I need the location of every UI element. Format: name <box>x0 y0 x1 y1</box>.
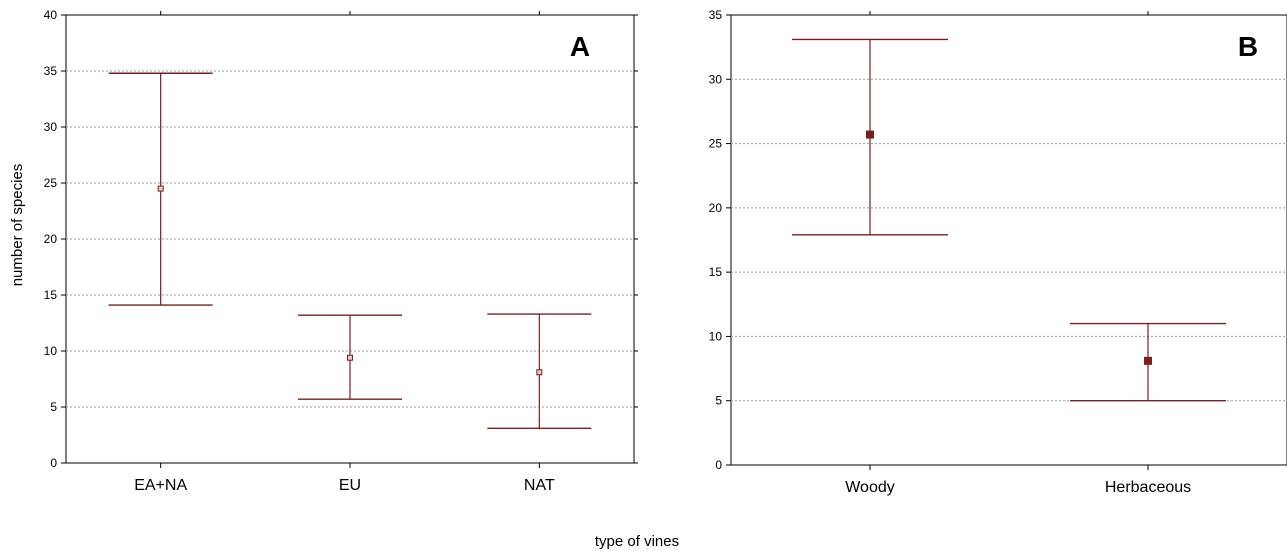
y-tick-label: 35 <box>44 64 58 78</box>
x-category-label: Woody <box>845 479 895 496</box>
y-tick-label: 25 <box>709 137 723 151</box>
y-tick-label: 30 <box>709 72 723 86</box>
y-tick-label: 20 <box>44 232 58 246</box>
y-tick-label: 0 <box>715 458 722 472</box>
panel-letter: A <box>570 31 590 62</box>
y-tick-label: 35 <box>709 8 723 22</box>
panel-letter: B <box>1238 31 1258 62</box>
y-tick-label: 10 <box>709 329 723 343</box>
y-tick-label: 25 <box>44 176 58 190</box>
mean-marker <box>1144 356 1152 365</box>
y-tick-label: 20 <box>709 201 723 215</box>
mean-marker <box>347 354 353 361</box>
y-tick-label: 15 <box>709 265 723 279</box>
x-category-label: EA+NA <box>134 477 187 494</box>
y-tick-label: 5 <box>50 400 57 414</box>
y-tick-label: 30 <box>44 120 58 134</box>
panel-a: 0 5 10 15 20 25 30 35 40 EA+NA EU NAT A <box>44 8 638 494</box>
mean-marker <box>157 185 164 192</box>
x-category-label: EU <box>339 477 361 494</box>
y-tick-label: 0 <box>50 456 57 470</box>
y-tick-label: 10 <box>44 344 58 358</box>
panel-b: 0 5 10 15 20 25 30 35 Woody Herbaceous B <box>709 8 1287 496</box>
y-tick-label: 40 <box>44 8 58 22</box>
y-axis-title: number of species <box>9 164 26 287</box>
x-category-label: NAT <box>524 477 555 494</box>
x-axis-title: type of vines <box>595 533 679 550</box>
y-tick-label: 5 <box>715 394 722 408</box>
mean-marker <box>866 130 874 139</box>
mean-marker <box>536 369 543 376</box>
plot-frame <box>730 14 1287 466</box>
y-tick-label: 15 <box>44 288 58 302</box>
x-category-label: Herbaceous <box>1105 479 1191 496</box>
